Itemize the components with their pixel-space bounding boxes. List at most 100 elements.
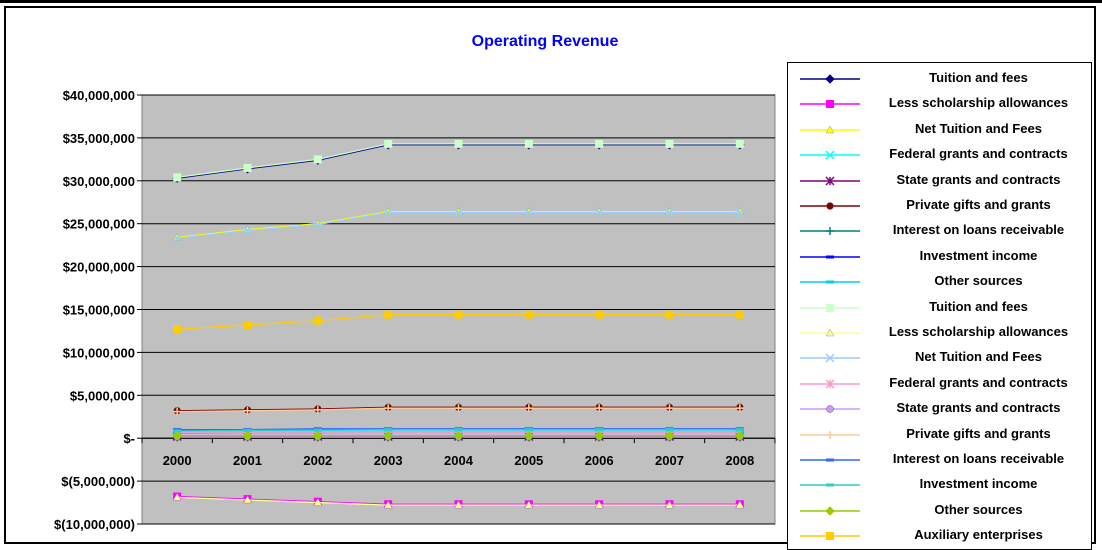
data-point <box>735 310 744 319</box>
data-point <box>453 430 464 441</box>
data-point <box>524 310 533 319</box>
x-tick-label: 2008 <box>725 453 754 468</box>
legend-item: Interest on loans receivable <box>788 219 1091 244</box>
legend-label: Tuition and fees <box>929 298 1028 314</box>
legend-item: Private gifts and grants <box>788 423 1091 448</box>
legend-swatch <box>800 202 860 210</box>
legend-marker <box>825 353 835 363</box>
x-tick-label: 2007 <box>655 453 684 468</box>
y-tick-label: $40,000,000 <box>63 88 135 103</box>
data-point <box>454 310 463 319</box>
data-point <box>242 430 253 441</box>
legend-item: Net Tuition and Fees <box>788 118 1091 143</box>
legend-label: Investment income <box>919 476 1038 492</box>
y-tick-label: $(10,000,000) <box>54 517 135 532</box>
legend-marker <box>825 125 835 134</box>
legend-swatch <box>800 483 860 487</box>
legend-swatch <box>800 458 860 462</box>
data-point <box>595 404 604 413</box>
data-point <box>383 430 393 441</box>
legend-swatch <box>800 303 860 312</box>
y-tick-label: $20,000,000 <box>63 260 135 275</box>
data-point <box>313 430 323 441</box>
data-point <box>243 495 252 504</box>
legend-swatch <box>800 100 860 109</box>
legend-label: Less scholarship allowances <box>888 95 1069 111</box>
data-point <box>384 310 393 319</box>
y-tick-label: $30,000,000 <box>63 174 135 189</box>
data-point <box>665 404 674 413</box>
data-point <box>524 430 534 441</box>
legend-marker <box>826 100 834 109</box>
legend-item: Federal grants and contracts <box>788 143 1091 168</box>
legend-swatch <box>800 74 860 84</box>
data-point <box>313 316 322 325</box>
legend-swatch <box>800 280 860 284</box>
legend-item: Investment income <box>788 473 1091 498</box>
legend-item: Investment income <box>788 245 1091 270</box>
data-point <box>243 163 252 172</box>
data-point <box>735 208 745 218</box>
legend-label: State grants and contracts <box>896 171 1061 187</box>
data-point <box>313 155 322 164</box>
legend-item: Tuition and fees <box>788 67 1091 92</box>
data-point <box>454 404 463 413</box>
legend-marker <box>826 227 834 236</box>
legend-swatch <box>800 176 860 186</box>
legend-item: State grants and contracts <box>788 397 1091 422</box>
chart-title: Operating Revenue <box>471 33 619 50</box>
data-point <box>454 139 463 148</box>
y-tick-label: $15,000,000 <box>63 303 135 318</box>
data-point <box>313 405 322 414</box>
data-point <box>665 428 674 432</box>
data-point <box>735 500 745 509</box>
legend-marker <box>826 255 834 259</box>
legend-swatch <box>800 405 860 413</box>
data-point <box>524 208 534 218</box>
data-point <box>595 139 604 148</box>
x-tick-label: 2003 <box>374 453 403 468</box>
legend-marker <box>825 74 835 84</box>
legend-label: Net Tuition and Fees <box>915 120 1042 136</box>
data-point <box>173 407 182 416</box>
data-point <box>173 325 182 334</box>
legend-label: Other sources <box>934 273 1023 289</box>
x-tick-label: 2000 <box>163 453 192 468</box>
data-point <box>665 310 674 319</box>
legend-swatch <box>800 328 860 337</box>
data-point <box>735 139 744 148</box>
legend-label: Investment income <box>919 247 1038 263</box>
legend-swatch <box>800 125 860 134</box>
legend-item: Less scholarship allowances <box>788 321 1091 346</box>
y-tick-label: $35,000,000 <box>63 131 135 146</box>
legend-marker <box>826 483 834 487</box>
legend-marker <box>825 150 835 160</box>
legend-swatch <box>800 430 860 439</box>
data-point <box>453 208 464 218</box>
data-point <box>594 208 604 218</box>
legend-marker <box>826 458 834 462</box>
data-point <box>735 430 745 441</box>
legend-marker <box>826 430 834 439</box>
legend: Tuition and fees Less scholarship allowan… <box>787 62 1092 550</box>
legend-label: Private gifts and grants <box>906 425 1051 441</box>
data-point <box>383 208 393 218</box>
data-point <box>524 500 534 509</box>
legend-marker <box>826 202 834 210</box>
legend-swatch <box>800 379 860 389</box>
legend-marker <box>826 303 834 312</box>
data-point <box>172 492 182 501</box>
legend-swatch <box>800 532 860 541</box>
legend-marker <box>826 532 834 541</box>
legend-label: Interest on loans receivable <box>892 222 1065 238</box>
legend-marker <box>825 506 835 516</box>
data-point <box>595 428 604 432</box>
legend-item: State grants and contracts <box>788 169 1091 194</box>
legend-item: Other sources <box>788 270 1091 295</box>
x-tick-label: 2002 <box>303 453 332 468</box>
data-point <box>454 428 463 432</box>
data-point <box>594 430 604 441</box>
data-point <box>313 498 323 506</box>
legend-label: Interest on loans receivable <box>892 451 1065 466</box>
data-point <box>524 404 533 413</box>
